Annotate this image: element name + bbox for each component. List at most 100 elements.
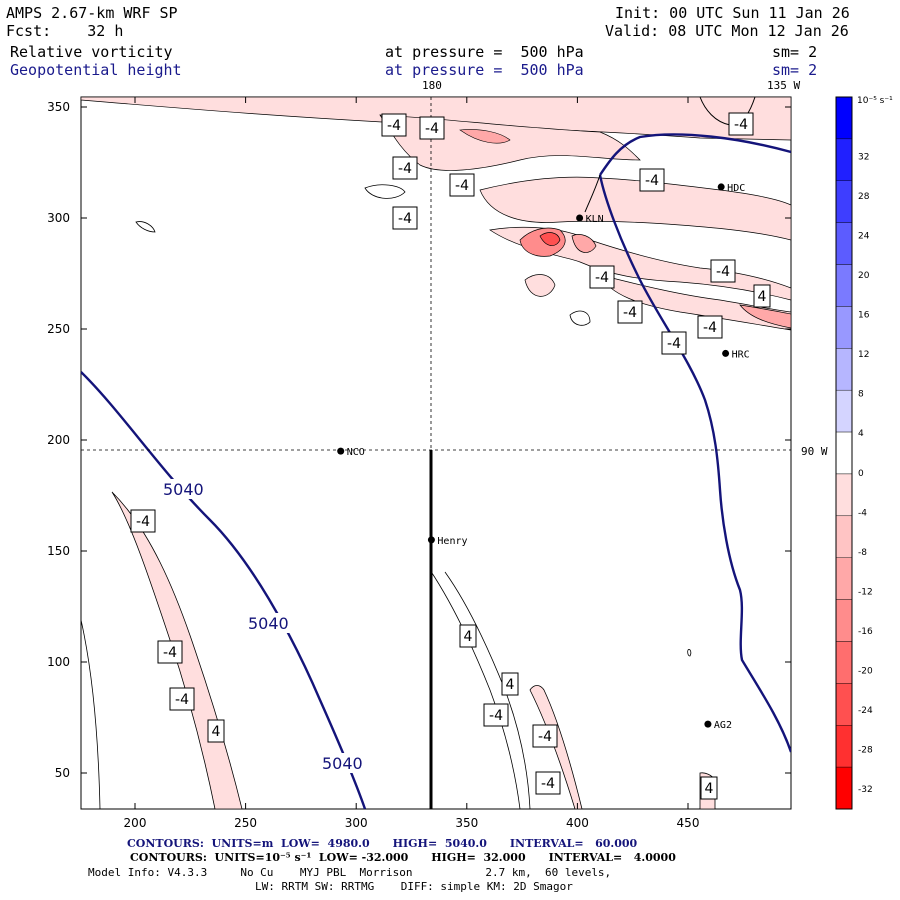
station-label: HDC — [727, 183, 745, 194]
station-dot — [576, 214, 584, 222]
vorticity-label-box — [449, 173, 475, 197]
vorticity-label: -4 — [398, 211, 412, 227]
height-labels: 5040 5040 5040 — [160, 479, 371, 773]
colorbar-tick-label: 32 — [858, 152, 869, 162]
vorticity-label-box — [501, 672, 519, 696]
vorticity-label-box — [532, 724, 558, 748]
field1-name: Relative vorticity — [10, 43, 173, 61]
colorbar-tick-label: -8 — [858, 548, 867, 558]
height-label: 5040 — [322, 754, 363, 773]
x-tick-label: 300 — [345, 816, 368, 830]
vorticity-label: -4 — [541, 776, 555, 792]
y-tick-label: 200 — [47, 433, 70, 447]
vorticity-label: -4 — [645, 173, 659, 189]
y-tick-label: 300 — [47, 211, 70, 225]
vorticity-label: 4 — [705, 781, 714, 797]
colorbar-segment — [835, 641, 853, 684]
colorbar-segment — [835, 138, 853, 181]
colorbar-tick-label: -24 — [858, 706, 873, 716]
model-title: AMPS 2.67-km WRF SP — [6, 4, 178, 22]
x-tick-label: 350 — [455, 816, 478, 830]
footer-height-contours: CONTOURS: UNITS=m LOW= 4980.0 HIGH= 5040… — [127, 837, 638, 850]
station-dot — [704, 720, 712, 728]
vorticity-label-box — [697, 315, 723, 339]
colorbar-segment — [835, 431, 853, 475]
footer-model-info: Model Info: V4.3.3 No Cu MYJ PBL Morriso… — [88, 866, 612, 879]
colorbar-tick-label: 16 — [858, 311, 870, 321]
geopotential-contours — [81, 133, 791, 809]
colorbar-segment — [835, 348, 853, 391]
vorticity-label-box — [700, 776, 718, 800]
colorbar-tick-label: 8 — [858, 390, 864, 400]
colorbar-tick-label: -28 — [858, 746, 873, 756]
station-dot — [337, 447, 345, 455]
vorticity-label-box — [483, 703, 509, 727]
station-label: NCO — [347, 447, 365, 458]
vorticity-label: -4 — [595, 270, 609, 286]
y-tick-label: 100 — [47, 655, 70, 669]
x-axis: 200 250 300 350 400 450 — [124, 97, 699, 830]
station-dot — [717, 183, 725, 191]
colorbar-segment — [835, 180, 853, 223]
height-label: 5040 — [248, 614, 289, 633]
colorbar-segment — [835, 473, 853, 517]
colorbar-tick-label: 0 — [858, 469, 864, 479]
vorticity-label: -4 — [734, 117, 748, 133]
vorticity-label-box — [381, 113, 407, 137]
vorticity-label: -4 — [175, 692, 189, 708]
vorticity-label: -4 — [163, 645, 177, 661]
vorticity-label-box — [639, 168, 665, 192]
colorbar-segment — [835, 599, 853, 642]
valid-time: Valid: 08 UTC Mon 12 Jan 26 — [605, 22, 849, 40]
vorticity-label: -4 — [538, 729, 552, 745]
vorticity-label-box — [392, 206, 418, 230]
vorticity-label-box — [459, 624, 477, 648]
height-label: 5040 — [163, 480, 204, 499]
vorticity-label-box — [392, 156, 418, 180]
y-tick-label: 150 — [47, 544, 70, 558]
vorticity-label: 4 — [212, 724, 221, 740]
y-tick-label: 350 — [47, 100, 70, 114]
station-label: AG2 — [714, 720, 732, 731]
vorticity-label-box — [753, 284, 771, 308]
colorbar-segment — [835, 306, 853, 349]
colorbar-segment — [835, 725, 853, 768]
lon-label-90w: 90 W — [801, 445, 828, 458]
lon-label-180: 180 — [422, 79, 442, 92]
field1-level: at pressure = 500 hPa — [385, 43, 584, 61]
vorticity-label: -4 — [703, 320, 717, 336]
vorticity-label-box — [589, 265, 615, 289]
colorbar-segment — [835, 557, 853, 600]
station-dot — [427, 536, 435, 544]
vorticity-label-box — [535, 771, 561, 795]
lon-label-135w: 135 W — [767, 79, 801, 92]
field2-smoothing: sm= 2 — [772, 61, 818, 79]
colorbar-tick-label: -32 — [858, 785, 873, 795]
vorticity-label-box — [661, 331, 687, 355]
vorticity-label: -4 — [398, 161, 412, 177]
station-markers: HDC KLN HRC NCO Henry AG2 — [337, 183, 750, 731]
station-dot — [722, 349, 730, 357]
colorbar-segment — [835, 222, 853, 265]
colorbar-tick-label: 28 — [858, 192, 870, 202]
colorbar-unit: 10⁻⁵ s⁻¹ — [857, 96, 893, 106]
vorticity-label: 4 — [758, 289, 767, 305]
colorbar-tick-label: -12 — [858, 587, 873, 597]
vorticity-label-box — [169, 687, 195, 711]
vorticity-label: 4 — [464, 629, 473, 645]
colorbar-tick-label: -4 — [858, 508, 867, 518]
colorbar-tick-label: -20 — [858, 667, 873, 677]
colorbar-tick-label: 12 — [858, 350, 869, 360]
footer-vorticity-contours: CONTOURS: UNITS=10⁻⁵ s⁻¹ LOW= -32.000 HI… — [130, 851, 676, 864]
forecast-hour: Fcst: 32 h — [6, 22, 124, 40]
x-tick-label: 200 — [124, 816, 147, 830]
init-time: Init: 00 UTC Sun 11 Jan 26 — [615, 4, 850, 22]
vorticity-label: -4 — [425, 121, 439, 137]
y-tick-label: 250 — [47, 322, 70, 336]
field2-level: at pressure = 500 hPa — [385, 61, 584, 79]
vorticity-label-box — [617, 300, 643, 324]
vorticity-label-box — [130, 509, 156, 533]
colorbar-tick-label: 24 — [858, 231, 870, 241]
y-tick-label: 50 — [55, 766, 70, 780]
